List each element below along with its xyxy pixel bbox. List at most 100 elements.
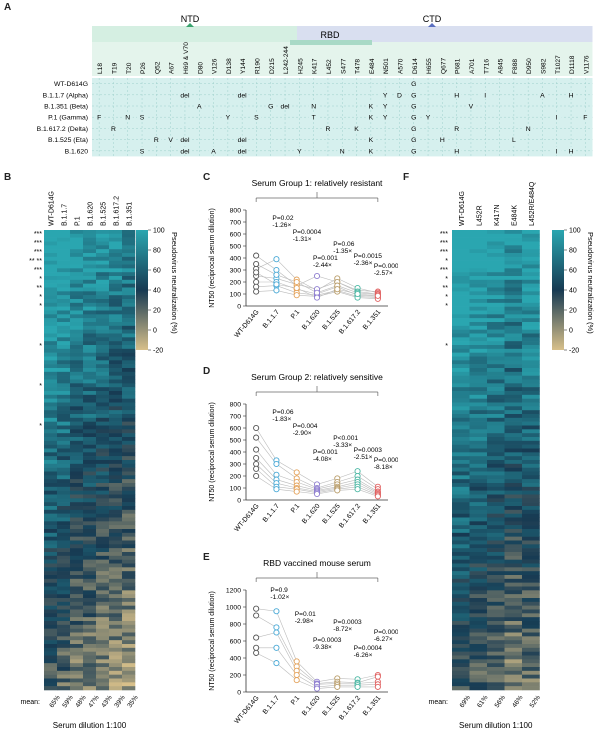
heatmap-cell: [44, 253, 58, 258]
heatmap-cell: [122, 567, 136, 572]
heatmap-cell: [109, 230, 123, 235]
heatmap-cell: [469, 555, 488, 560]
heatmap-cell: [452, 245, 470, 250]
heatmap-cell: [96, 387, 110, 392]
cell-bg: [280, 102, 291, 110]
heatmap-cell: [96, 467, 110, 472]
heatmap-cell: [122, 559, 136, 564]
heatmap-cell: [70, 463, 84, 468]
heatmap-cell: [96, 394, 110, 399]
cell-bg: [537, 90, 548, 99]
heatmap-cell: [96, 276, 110, 281]
heatmap-cell: [57, 552, 71, 557]
heatmap-cell: [487, 283, 505, 288]
heatmap-cell: [452, 567, 470, 572]
heatmap-cell: [44, 686, 58, 691]
heatmap-cell: [504, 617, 523, 622]
heatmap-cell: [504, 448, 523, 453]
heatmap-cell: [83, 233, 97, 238]
heatmap-cell: [469, 494, 488, 499]
x-tick-label: B.1.1.7: [262, 309, 281, 330]
heatmap-cell: [96, 410, 110, 415]
heatmap-cell: [452, 268, 470, 273]
heatmap-cell: [122, 348, 136, 353]
heatmap-cell: [70, 609, 84, 614]
heatmap-cell: [122, 601, 136, 606]
heatmap-cell: [96, 663, 110, 668]
heatmap-cell: [70, 394, 84, 399]
heatmap-cell: [452, 375, 470, 380]
heatmap-cell: [452, 360, 470, 365]
heatmap-cell: [57, 325, 71, 330]
mean-value: 48%: [74, 694, 87, 709]
heatmap-cell: [452, 663, 470, 668]
position-label: A845: [498, 58, 505, 74]
heatmap-cell: [122, 410, 136, 415]
heatmap-cell: [44, 325, 58, 330]
heatmap-cell: [504, 655, 523, 660]
heatmap-cell: [109, 525, 123, 530]
heatmap-cell: [44, 448, 58, 453]
heatmap-cell: [504, 594, 523, 599]
heatmap-cell: [452, 371, 470, 376]
heatmap-cell: [504, 590, 523, 595]
mutation-cell: R: [111, 126, 116, 133]
heatmap-cell: [452, 467, 470, 472]
heatmap-cell: [504, 575, 523, 580]
p-value-label: P=0.06: [272, 409, 293, 416]
heatmap-cell: [70, 306, 84, 311]
heatmap-cell: [44, 670, 58, 675]
heatmap-cell: [44, 521, 58, 526]
heatmap-cell: [522, 241, 540, 246]
heatmap-cell: [44, 310, 58, 315]
heatmap-cell: [57, 364, 71, 369]
heatmap-cell: [70, 287, 84, 292]
heatmap-cell: [452, 525, 470, 530]
heatmap-cell: [57, 421, 71, 426]
heatmap-cell: [57, 406, 71, 411]
heatmap-cell: [57, 256, 71, 261]
column-label: B.1.351: [127, 202, 134, 226]
heatmap-cell: [96, 272, 110, 277]
cell-bg: [151, 135, 162, 144]
heatmap-cell: [70, 417, 84, 422]
heatmap-cell: [122, 605, 136, 610]
heatmap-cell: [70, 536, 84, 541]
heatmap-cell: [44, 613, 58, 618]
data-point: [273, 660, 280, 667]
heatmap-cell: [122, 433, 136, 438]
heatmap-cell: [504, 498, 523, 503]
heatmap-cell: [452, 682, 470, 687]
heatmap-cell: [44, 536, 58, 541]
heatmap-cell: [452, 387, 470, 392]
heatmap-cell: [487, 509, 505, 514]
heatmap-cell: [109, 352, 123, 357]
heatmap-cell: [122, 283, 136, 288]
heatmap-cell: [504, 525, 523, 530]
chart-title: Serum Group 2: relatively sensitive: [251, 372, 383, 382]
heatmap-cell: [70, 651, 84, 656]
significance-star: *: [39, 343, 42, 350]
heatmap-cell: [522, 230, 540, 235]
heatmap-cell: [487, 387, 505, 392]
significance-star: ***: [440, 240, 448, 247]
heatmap-cell: [109, 498, 123, 503]
colorbar-title: Pseudovirus neutralization (%): [170, 232, 179, 334]
heatmap-cell: [452, 287, 470, 292]
heatmap-cell: [96, 655, 110, 660]
fold-change-label: -2.90×: [293, 430, 312, 437]
heatmap-cell: [70, 467, 84, 472]
heatmap-cell: [70, 613, 84, 618]
heatmap-cell: [487, 253, 505, 258]
heatmap-cell: [452, 590, 470, 595]
heatmap-cell: [109, 249, 123, 254]
heatmap-cell: [469, 686, 488, 691]
heatmap-cell: [122, 360, 136, 365]
heatmap-cell: [109, 406, 123, 411]
heatmap-cell: [96, 463, 110, 468]
heatmap-cell: [469, 605, 488, 610]
heatmap-cell: [57, 575, 71, 580]
heatmap-cell: [452, 624, 470, 629]
heatmap-cell: [109, 529, 123, 534]
heatmap-cell: [452, 517, 470, 522]
